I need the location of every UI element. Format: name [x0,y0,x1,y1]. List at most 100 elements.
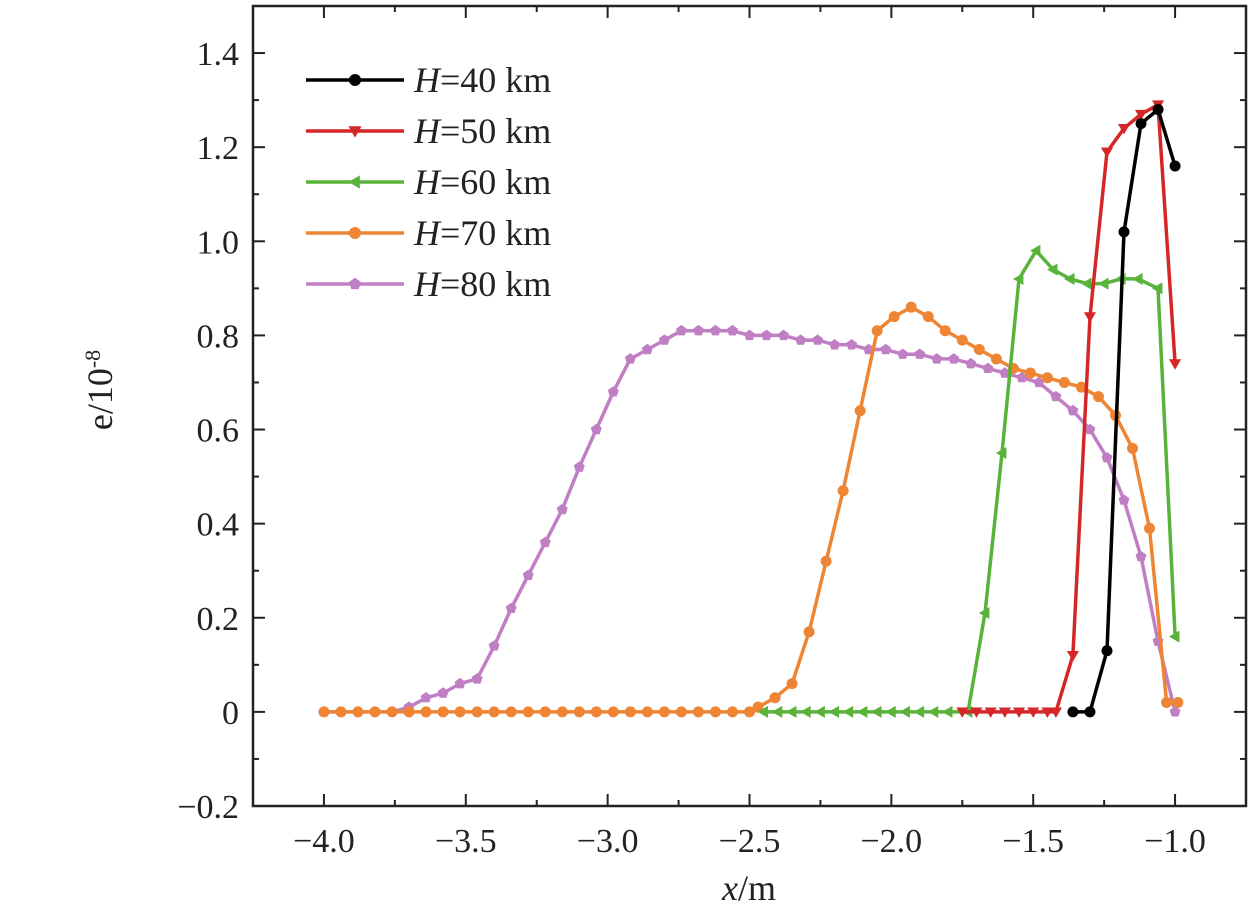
data-point [641,343,653,355]
data-point [335,706,347,718]
data-point [1169,706,1181,717]
legend-marker [349,227,361,239]
x-tick-label: −3.5 [435,823,497,860]
x-tick-label: −2.0 [861,823,923,860]
x-axis-title-unit: /m [738,868,776,908]
data-point [607,386,619,397]
legend-marker [349,74,361,86]
x-tick-label: −1.5 [1002,823,1064,860]
legend-label: H=80 km [413,264,551,304]
data-point [1135,118,1147,130]
data-point [539,706,551,718]
data-point [1144,522,1156,534]
data-point [998,707,1011,718]
data-point [1049,707,1062,718]
legend-label-var: H [413,264,442,304]
axis-ticks [252,5,1247,807]
data-point [369,706,381,718]
legend-label: H=60 km [413,162,551,202]
data-point [1135,550,1147,562]
data-point [556,706,568,718]
data-point [1118,226,1130,238]
data-point [505,706,517,718]
data-point [828,705,840,718]
legend-label-rest: =50 km [440,111,551,151]
data-point [744,329,755,341]
series-5 [318,324,1181,717]
data-point [420,691,432,703]
data-point [871,705,882,718]
y-tick-labels: −0.2 0 0.2 0.4 0.6 0.8 1.0 1.2 1.4 [177,36,239,826]
data-point [956,707,969,718]
data-point [726,706,738,718]
data-point [1161,696,1173,708]
data-point [999,367,1011,378]
data-point [897,348,909,359]
series-2 [956,100,1182,718]
data-point [1169,359,1182,370]
legend-label-rest: =70 km [440,213,551,253]
data-point [454,706,466,718]
data-point [1169,630,1180,643]
data-point [437,687,449,698]
legend-label: H=50 km [413,111,551,151]
data-point [856,705,868,718]
data-point [939,325,951,337]
series-4 [318,301,1184,718]
data-point [800,705,811,718]
data-point [1033,376,1045,388]
x-tick-label: −3.0 [577,823,639,860]
data-point [556,503,568,515]
data-point [658,334,670,345]
y-tick-label: 0.6 [197,413,240,450]
legend-item: H=70 km [306,213,551,253]
data-point [846,339,858,350]
y-tick-label: −0.2 [177,789,239,826]
data-point [1127,442,1139,454]
data-point [888,311,900,323]
data-point [352,706,364,718]
data-point [1172,696,1184,708]
data-point [1134,109,1148,121]
data-point [837,485,849,497]
data-point [913,705,925,718]
y-axis-title-base: e/10 [80,368,120,430]
y-tick-label: 0.4 [197,507,240,544]
data-point [965,357,977,369]
data-point [990,353,1002,365]
data-point [814,705,825,718]
data-point [1067,404,1079,416]
data-point [769,692,781,704]
legend-item: H=80 km [306,264,551,304]
data-point [885,705,896,718]
data-point [984,707,997,718]
legend-label-var: H [413,162,442,202]
data-point [757,705,769,718]
data-point [871,325,883,337]
legend-label-var: H [413,60,442,100]
data-point [914,348,926,359]
data-point [1058,376,1070,388]
data-point [771,705,783,718]
data-point [899,705,910,718]
data-point [1067,706,1079,718]
data-point [795,334,807,345]
data-point [948,353,960,364]
data-point [590,423,602,435]
data-point [522,569,534,581]
data-point [1101,451,1113,463]
y-tick-label: 1.4 [197,36,240,73]
data-point [386,706,398,718]
data-point [931,353,943,364]
data-point [820,555,832,567]
data-point [1027,707,1040,718]
data-point [675,706,687,718]
data-point [1016,371,1028,383]
data-point [1041,707,1054,718]
data-point [842,705,854,718]
data-point [709,706,721,718]
y-axis-title: e/10-8 [80,350,121,430]
data-point [982,362,994,374]
data-point [658,706,670,718]
